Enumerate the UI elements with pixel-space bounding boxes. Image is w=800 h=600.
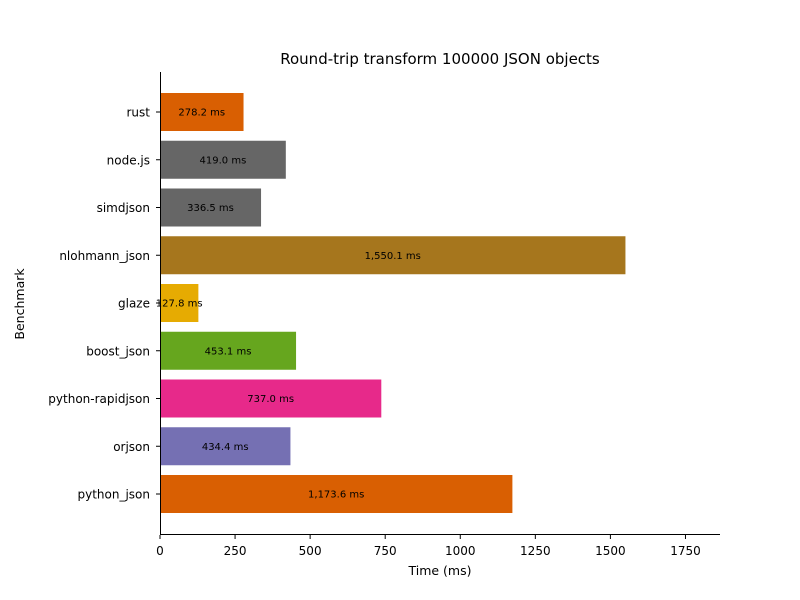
y-tick-label-rust: rust bbox=[127, 106, 151, 120]
y-tick-label-python_json: python_json bbox=[77, 488, 150, 502]
data-label-nlohmann_json: 1,550.1 ms bbox=[365, 251, 421, 262]
bar-rust bbox=[160, 93, 244, 131]
x-ticks-group: 0 250 500 750 1000 1250 1500 1750 bbox=[156, 535, 701, 558]
data-label-rust: 278.2 ms bbox=[178, 108, 225, 119]
data-label-simdjson: 336.5 ms bbox=[187, 203, 234, 214]
bar-node.js bbox=[160, 140, 286, 179]
y-tick-label-python-rapidjson: python-rapidjson bbox=[48, 392, 150, 406]
y-tick-label-orjson: orjson bbox=[113, 440, 150, 454]
y-tick-label-nlohmann_json: nlohmann_json bbox=[59, 249, 150, 263]
y-axis-label: Benchmark bbox=[12, 268, 27, 340]
y-tick-label-boost_json: boost_json bbox=[86, 344, 150, 358]
data-label-python_json: 1,173.6 ms bbox=[308, 490, 364, 501]
bar-nlohmann_json bbox=[160, 236, 626, 275]
x-tick-label: 1000 bbox=[445, 544, 476, 558]
data-label-glaze: 127.8 ms bbox=[156, 299, 203, 310]
bars-group bbox=[160, 93, 626, 513]
y-tick-label-simdjson: simdjson bbox=[97, 201, 150, 215]
x-tick-label: 750 bbox=[374, 544, 397, 558]
bar-boost_json bbox=[160, 331, 297, 370]
y-tick-label-node.js: node.js bbox=[107, 153, 150, 167]
x-tick-label: 1250 bbox=[520, 544, 551, 558]
data-labels-group: 278.2 ms 419.0 ms 336.5 ms 1,550.1 ms 127.8 … bbox=[156, 108, 421, 501]
x-tick-label: 0 bbox=[156, 544, 164, 558]
data-label-python-rapidjson: 737.0 ms bbox=[247, 394, 294, 405]
bar-glaze bbox=[160, 284, 199, 322]
bar-orjson bbox=[160, 427, 291, 466]
data-label-boost_json: 453.1 ms bbox=[205, 346, 252, 357]
data-label-orjson: 434.4 ms bbox=[202, 442, 249, 453]
x-tick-label: 250 bbox=[224, 544, 247, 558]
bar-python_json bbox=[160, 475, 513, 513]
chart-title: Round-trip transform 100000 JSON objects bbox=[280, 50, 600, 68]
bar-simdjson bbox=[160, 188, 262, 227]
x-axis-label: Time (ms) bbox=[407, 563, 471, 578]
data-label-node.js: 419.0 ms bbox=[200, 155, 247, 166]
y-tick-label-glaze: glaze bbox=[118, 297, 150, 311]
bar-python-rapidjson bbox=[160, 379, 382, 418]
x-tick-label: 1500 bbox=[595, 544, 626, 558]
x-tick-label: 1750 bbox=[670, 544, 701, 558]
x-tick-label: 500 bbox=[299, 544, 322, 558]
